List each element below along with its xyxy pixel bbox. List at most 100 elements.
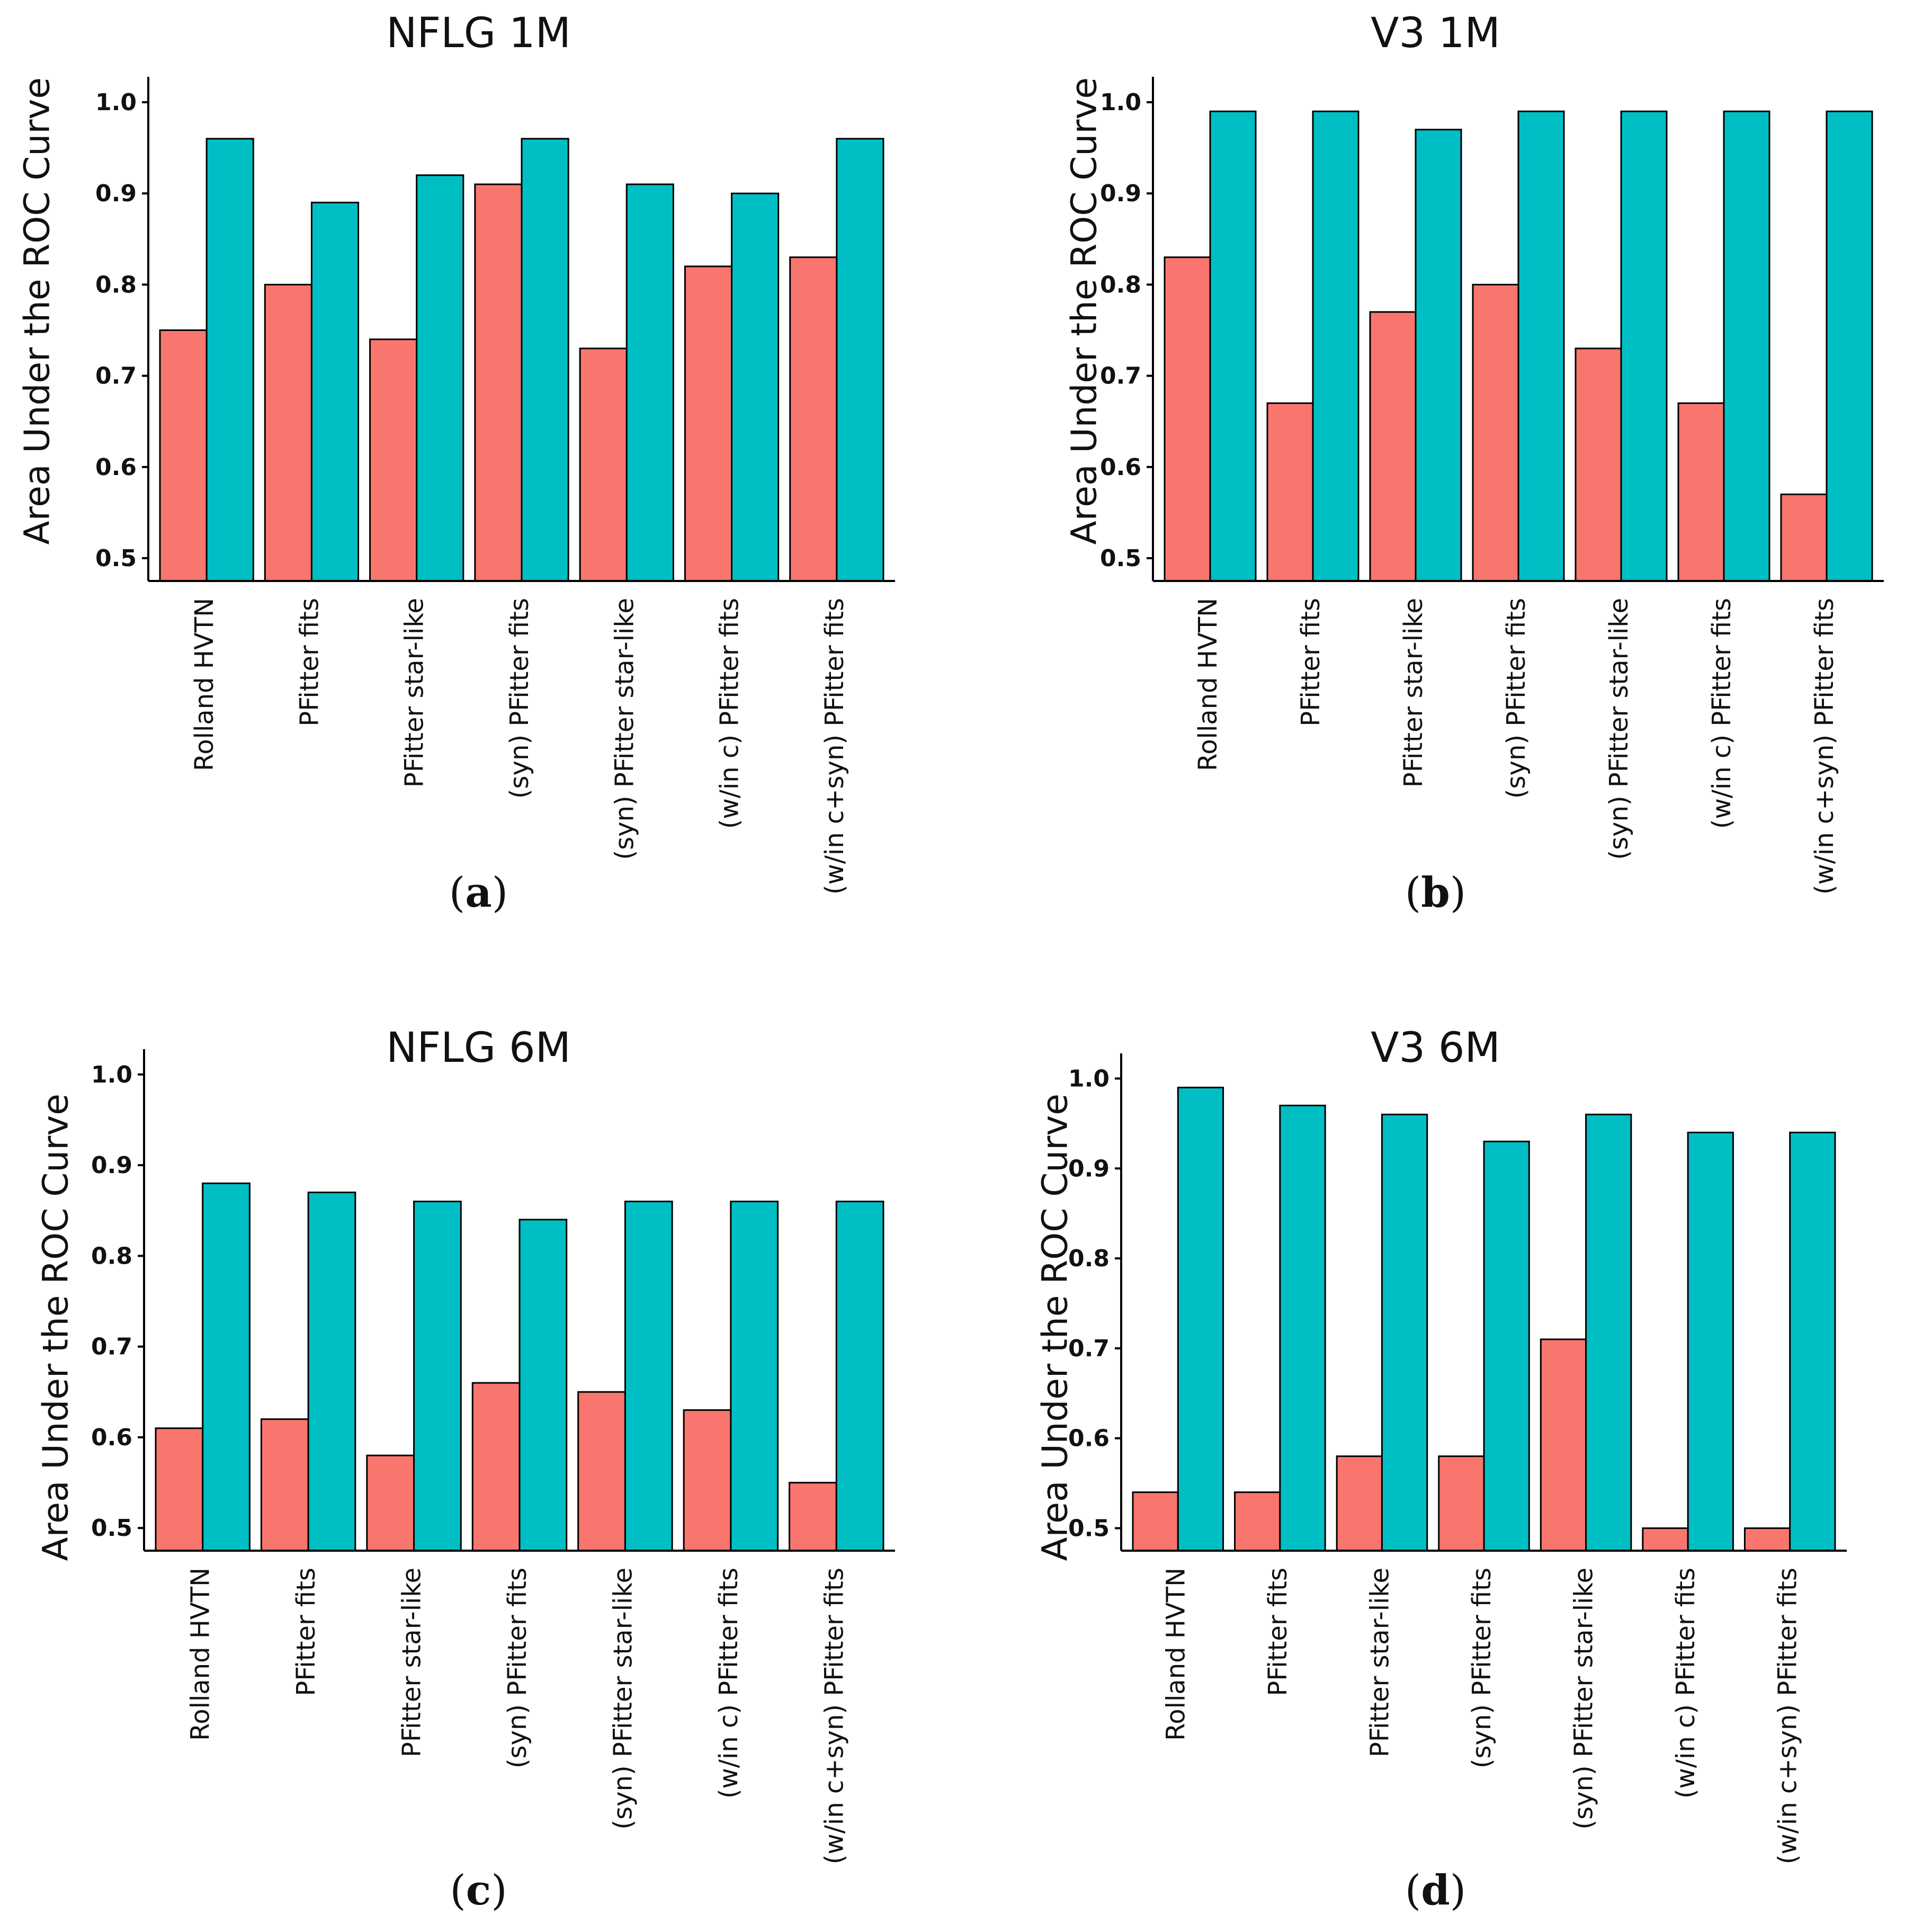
bar-1 — [155, 1427, 204, 1552]
category-label: (syn) PFitter fits — [505, 598, 534, 799]
panel-caption: (d) — [1405, 1866, 1466, 1915]
category-label: PFitter star-like — [1365, 1568, 1394, 1757]
y-tick-label: 0.6 — [1068, 1425, 1110, 1452]
y-tick-label: 0.6 — [1100, 454, 1141, 481]
bar-2 — [1826, 110, 1873, 582]
category-label: Rolland HVTN — [1161, 1568, 1191, 1741]
panel-caption: (c) — [450, 1866, 507, 1915]
bar-2 — [1177, 1086, 1224, 1552]
bar-2 — [1415, 129, 1462, 582]
category-label: (syn) PFitter star-like — [1569, 1568, 1599, 1830]
bar-2 — [521, 138, 569, 582]
y-tick-label: 1.0 — [1068, 1065, 1110, 1092]
bar-1 — [366, 1454, 415, 1552]
category-label: (w/in c) PFitter fits — [1671, 1568, 1701, 1799]
bar-1 — [1575, 347, 1622, 582]
bar-1 — [1743, 1527, 1791, 1552]
category-label: (w/in c) PFitter fits — [714, 1568, 744, 1799]
bar-2 — [835, 1201, 884, 1552]
category-label: (syn) PFitter star-like — [1604, 598, 1634, 860]
bar-1 — [1677, 402, 1725, 582]
y-tick-label: 0.7 — [1100, 363, 1141, 390]
bar-2 — [413, 1201, 462, 1552]
category-label: PFitter star-like — [400, 598, 430, 788]
bar-1 — [789, 256, 838, 582]
category-label: (w/in c+syn) PFitter fits — [820, 598, 849, 895]
bar-1 — [159, 329, 208, 582]
bar-2 — [624, 1201, 673, 1552]
chart-title: NFLG 1M — [386, 10, 571, 57]
bar-2 — [1312, 110, 1360, 582]
category-label: (syn) PFitter fits — [1501, 598, 1531, 799]
category-label: Rolland HVTN — [186, 1568, 216, 1741]
y-tick-label: 0.7 — [1068, 1335, 1110, 1362]
category-label: PFitter fits — [291, 1568, 321, 1696]
category-label: PFitter fits — [294, 598, 324, 727]
bar-2 — [416, 174, 464, 582]
bar-2 — [205, 138, 254, 582]
y-tick-label: 0.7 — [95, 363, 137, 390]
bar-1 — [260, 1418, 309, 1552]
chart-svg: Rolland HVTN PFitter fits PFitter star-lik… — [91, 1049, 895, 1864]
category-label: PFitter star-like — [397, 1568, 427, 1757]
bar-2 — [731, 192, 780, 582]
category-label: (syn) PFitter star-like — [608, 1568, 638, 1830]
bar-2 — [1687, 1131, 1734, 1552]
bar-1 — [789, 1482, 837, 1552]
bar-2 — [1789, 1131, 1836, 1552]
category-label: Rolland HVTN — [190, 598, 219, 771]
category-label: (w/in c) PFitter fits — [1707, 598, 1737, 829]
category-label: (w/in c+syn) PFitter fits — [1810, 598, 1839, 895]
bar-1 — [264, 283, 312, 582]
bar-2 — [1381, 1113, 1428, 1552]
bar-1 — [1642, 1527, 1689, 1552]
category-label: (syn) PFitter fits — [503, 1568, 532, 1768]
chart-panel-d: V3 6M Area Under the ROC Curve Rolland H… — [957, 966, 1914, 1932]
bar-2 — [310, 201, 360, 582]
bar-2 — [625, 183, 674, 582]
category-label: (syn) PFitter fits — [1467, 1568, 1497, 1768]
y-tick-label: 1.0 — [1100, 89, 1141, 116]
bar-1 — [474, 183, 523, 582]
y-tick-label: 0.9 — [95, 180, 137, 207]
y-tick-label: 0.6 — [91, 1424, 132, 1451]
bar-1 — [684, 265, 733, 582]
y-tick-label: 0.5 — [1068, 1515, 1110, 1542]
y-tick-label: 0.6 — [95, 454, 137, 481]
bar-1 — [1234, 1491, 1281, 1552]
bar-1 — [1164, 256, 1211, 582]
y-tick-label: 0.5 — [91, 1515, 132, 1542]
y-tick-label: 0.8 — [95, 271, 137, 298]
category-label: PFitter fits — [1263, 1568, 1293, 1696]
bar-2 — [1209, 110, 1257, 582]
chart-panel-a: NFLG 1M Area Under the ROC Curve Rolland… — [0, 0, 957, 966]
y-tick-label: 0.8 — [1068, 1245, 1110, 1272]
bar-2 — [730, 1201, 779, 1552]
chart-panel-b: V3 1M Area Under the ROC Curve Rolland H… — [957, 0, 1914, 966]
category-label: PFitter fits — [1296, 598, 1326, 727]
y-tick-label: 1.0 — [91, 1061, 132, 1088]
chart-title: V3 6M — [1371, 1024, 1500, 1072]
chart-title: NFLG 6M — [386, 1024, 571, 1072]
y-tick-label: 0.9 — [91, 1152, 132, 1179]
y-tick-label: 0.5 — [1100, 545, 1141, 572]
bar-1 — [1369, 311, 1417, 582]
panel-caption: (b) — [1405, 869, 1466, 917]
y-tick-label: 0.8 — [91, 1242, 132, 1269]
chart-panel-c: NFLG 6M Area Under the ROC Curve Rolland… — [0, 966, 957, 1932]
bar-1 — [1472, 283, 1519, 582]
bar-1 — [369, 338, 418, 582]
bar-2 — [202, 1182, 251, 1552]
y-tick-label: 0.8 — [1100, 271, 1141, 298]
y-tick-label: 0.7 — [91, 1334, 132, 1361]
category-label: (w/in c+syn) PFitter fits — [819, 1568, 849, 1864]
bar-2 — [307, 1191, 356, 1552]
category-label: (w/in c) PFitter fits — [715, 598, 745, 829]
y-tick-label: 0.9 — [1100, 180, 1141, 207]
bar-2 — [1585, 1113, 1632, 1552]
y-tick-label: 1.0 — [95, 89, 137, 116]
bar-1 — [577, 1391, 626, 1552]
category-label: (syn) PFitter star-like — [610, 598, 639, 860]
chart-svg: Rolland HVTN PFitter fits PFitter star-lik… — [95, 77, 895, 895]
bar-2 — [1723, 110, 1770, 582]
